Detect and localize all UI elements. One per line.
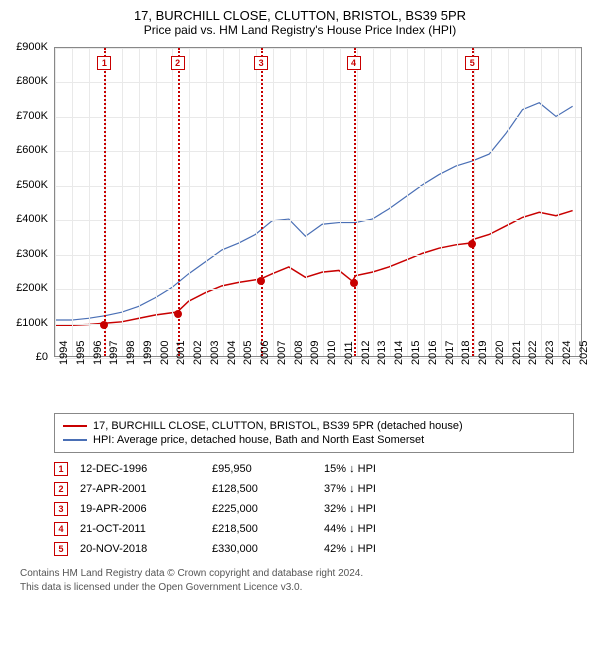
x-axis-label: 2000: [159, 341, 171, 365]
sale-marker-dot: [174, 310, 182, 318]
legend-swatch: [63, 439, 87, 441]
sale-marker-dot: [350, 279, 358, 287]
y-axis-label: £600K: [16, 144, 48, 156]
y-axis-label: £700K: [16, 110, 48, 122]
x-axis-label: 2009: [309, 341, 321, 365]
row-price: £225,000: [212, 503, 312, 515]
row-price: £128,500: [212, 483, 312, 495]
y-axis-label: £100K: [16, 317, 48, 329]
x-axis-label: 2006: [259, 341, 271, 365]
sale-marker-box: 5: [465, 56, 479, 70]
footer: Contains HM Land Registry data © Crown c…: [20, 567, 590, 594]
footer-line: Contains HM Land Registry data © Crown c…: [20, 567, 590, 581]
y-axis-label: £500K: [16, 179, 48, 191]
page-title: 17, BURCHILL CLOSE, CLUTTON, BRISTOL, BS…: [10, 8, 590, 23]
table-row: 4 21-OCT-2011 £218,500 44% ↓ HPI: [54, 519, 574, 539]
legend-item: 17, BURCHILL CLOSE, CLUTTON, BRISTOL, BS…: [63, 419, 565, 433]
y-axis-label: £400K: [16, 213, 48, 225]
table-row: 5 20-NOV-2018 £330,000 42% ↓ HPI: [54, 539, 574, 559]
row-delta: 44% ↓ HPI: [324, 523, 434, 535]
x-axis-label: 2017: [444, 341, 456, 365]
x-axis-label: 2020: [494, 341, 506, 365]
row-price: £95,950: [212, 463, 312, 475]
x-axis-label: 2025: [578, 341, 590, 365]
y-axis-label: £800K: [16, 75, 48, 87]
legend-swatch: [63, 425, 87, 427]
series-hpi: [55, 103, 573, 320]
table-row: 3 19-APR-2006 £225,000 32% ↓ HPI: [54, 499, 574, 519]
footer-line: This data is licensed under the Open Gov…: [20, 581, 590, 595]
row-marker: 1: [54, 462, 68, 476]
x-axis-label: 2013: [376, 341, 388, 365]
x-axis-label: 1999: [142, 341, 154, 365]
x-axis-label: 2019: [477, 341, 489, 365]
sale-marker-dot: [257, 277, 265, 285]
x-axis-label: 2024: [561, 341, 573, 365]
x-axis-label: 1994: [58, 341, 70, 365]
row-delta: 42% ↓ HPI: [324, 543, 434, 555]
chart: £0 £100K £200K £300K £400K £500K £600K £700K £80…: [10, 43, 590, 403]
row-date: 21-OCT-2011: [80, 523, 200, 535]
x-axis-label: 2007: [276, 341, 288, 365]
sale-marker-box: 1: [97, 56, 111, 70]
x-axis-label: 2002: [192, 341, 204, 365]
legend-label: HPI: Average price, detached house, Bath…: [93, 434, 424, 446]
row-marker: 3: [54, 502, 68, 516]
row-price: £218,500: [212, 523, 312, 535]
sale-marker-dot: [100, 321, 108, 329]
x-axis-label: 2010: [326, 341, 338, 365]
table-row: 1 12-DEC-1996 £95,950 15% ↓ HPI: [54, 459, 574, 479]
legend: 17, BURCHILL CLOSE, CLUTTON, BRISTOL, BS…: [54, 413, 574, 453]
table-row: 2 27-APR-2001 £128,500 37% ↓ HPI: [54, 479, 574, 499]
row-date: 19-APR-2006: [80, 503, 200, 515]
x-axis-label: 2005: [242, 341, 254, 365]
y-axis-label: £300K: [16, 248, 48, 260]
row-delta: 32% ↓ HPI: [324, 503, 434, 515]
y-axis-label: £200K: [16, 282, 48, 294]
sale-marker-box: 4: [347, 56, 361, 70]
row-date: 12-DEC-1996: [80, 463, 200, 475]
x-axis-label: 2001: [175, 341, 187, 365]
page-subtitle: Price paid vs. HM Land Registry's House …: [10, 23, 590, 37]
x-axis-label: 1995: [75, 341, 87, 365]
x-axis-label: 2016: [427, 341, 439, 365]
sale-marker-box: 3: [254, 56, 268, 70]
row-marker: 4: [54, 522, 68, 536]
series-property: [55, 211, 573, 326]
plot-area: 1 2 3 4 5: [54, 47, 582, 357]
row-date: 27-APR-2001: [80, 483, 200, 495]
x-axis-label: 2022: [527, 341, 539, 365]
row-marker: 2: [54, 482, 68, 496]
x-axis-label: 2018: [460, 341, 472, 365]
legend-item: HPI: Average price, detached house, Bath…: [63, 433, 565, 447]
x-axis-label: 2012: [360, 341, 372, 365]
sales-table: 1 12-DEC-1996 £95,950 15% ↓ HPI 2 27-APR-2001…: [54, 459, 574, 559]
x-axis-label: 2021: [511, 341, 523, 365]
x-axis-label: 2004: [226, 341, 238, 365]
x-axis-label: 2015: [410, 341, 422, 365]
y-axis-label: £0: [36, 351, 48, 363]
x-axis-label: 2008: [293, 341, 305, 365]
x-axis-label: 2014: [393, 341, 405, 365]
sale-marker-dot: [468, 240, 476, 248]
row-price: £330,000: [212, 543, 312, 555]
row-delta: 15% ↓ HPI: [324, 463, 434, 475]
sale-marker-box: 2: [171, 56, 185, 70]
x-axis-label: 2003: [209, 341, 221, 365]
x-axis-label: 2023: [544, 341, 556, 365]
x-axis-label: 1997: [108, 341, 120, 365]
x-axis-label: 1996: [92, 341, 104, 365]
y-axis-label: £900K: [16, 41, 48, 53]
x-axis-label: 2011: [343, 341, 355, 365]
row-delta: 37% ↓ HPI: [324, 483, 434, 495]
row-marker: 5: [54, 542, 68, 556]
legend-label: 17, BURCHILL CLOSE, CLUTTON, BRISTOL, BS…: [93, 420, 463, 432]
row-date: 20-NOV-2018: [80, 543, 200, 555]
x-axis-label: 1998: [125, 341, 137, 365]
